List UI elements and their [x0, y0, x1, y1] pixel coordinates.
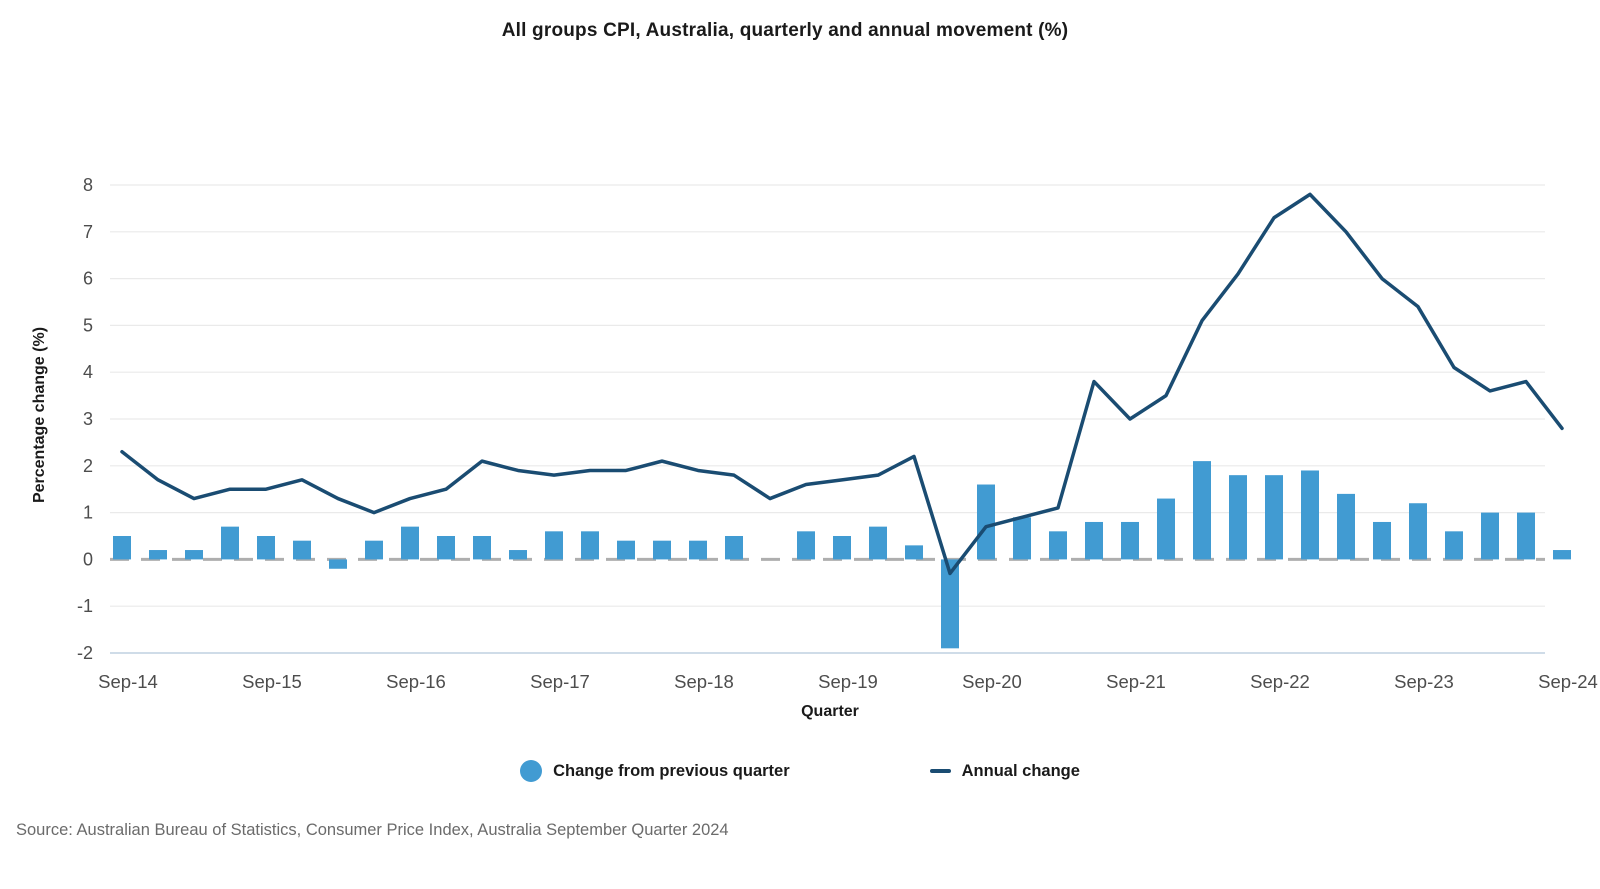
x-tick-label: Sep-18: [674, 671, 734, 692]
y-tick-label: 7: [83, 222, 93, 242]
cpi-chart-plot-area: -2 -1 0 1 2 3 4 5 6 7 8 Sep-14 Sep-15 Sep-16 Sep-17 Sep…: [77, 175, 1598, 692]
quarterly-change-bar: [905, 545, 923, 560]
quarterly-change-bar: [941, 559, 959, 649]
legend-label-quarterly: Change from previous quarter: [553, 761, 790, 780]
quarterly-change-bar: [581, 531, 599, 560]
y-tick-label: 4: [83, 362, 93, 382]
quarterly-change-bar: [725, 536, 743, 560]
quarterly-change-bar: [1517, 512, 1535, 560]
chart-legend: Change from previous quarter Annual chan…: [0, 760, 1600, 782]
quarterly-change-bar: [437, 536, 455, 560]
y-tick-label: 5: [83, 315, 93, 335]
annual-change-line: [120, 192, 1564, 576]
quarterly-change-bar: [293, 540, 311, 560]
x-tick-label: Sep-14: [98, 671, 158, 692]
x-tick-label: Sep-16: [386, 671, 446, 692]
quarterly-change-bar: [1445, 531, 1463, 560]
y-tick-label: 3: [83, 409, 93, 429]
x-tick-label: Sep-15: [242, 671, 302, 692]
x-tick-label: Sep-20: [962, 671, 1022, 692]
quarterly-change-bar: [221, 526, 239, 560]
quarterly-change-bar: [797, 531, 815, 560]
quarterly-change-bar: [617, 540, 635, 560]
quarterly-change-bar: [1085, 521, 1103, 560]
quarterly-change-bar: [545, 531, 563, 560]
quarterly-change-bar: [1337, 493, 1355, 560]
quarterly-change-bar: [149, 550, 167, 560]
quarterly-change-bar: [1409, 503, 1427, 560]
y-tick-label: -2: [77, 643, 93, 663]
x-tick-label: Sep-19: [818, 671, 878, 692]
x-tick-label: Sep-23: [1394, 671, 1454, 692]
x-tick-label: Sep-22: [1250, 671, 1310, 692]
legend-item-annual: Annual change: [929, 761, 1080, 781]
y-tick-label: 6: [83, 269, 93, 289]
x-tick-label: Sep-17: [530, 671, 590, 692]
y-tick-label: 0: [83, 549, 93, 569]
quarterly-change-bar: [1157, 498, 1175, 560]
x-tick-label: Sep-24: [1538, 671, 1598, 692]
quarterly-change-bar: [1553, 550, 1571, 560]
x-axis-title: Quarter: [801, 703, 859, 720]
quarterly-change-bar: [833, 536, 851, 560]
y-tick-label: 2: [83, 456, 93, 476]
quarterly-change-bar: [869, 526, 887, 560]
quarterly-series-marker-icon: [520, 760, 543, 782]
quarterly-change-bar: [1229, 475, 1247, 560]
quarterly-change-bar: [653, 540, 671, 560]
quarterly-change-bar: [185, 550, 203, 560]
quarterly-change-bar: [1049, 531, 1067, 560]
y-tick-label: 1: [83, 503, 93, 523]
quarterly-change-bar: [113, 536, 131, 560]
quarterly-change-bar: [1121, 521, 1139, 560]
quarterly-change-bar: [401, 526, 419, 560]
quarterly-change-bar: [473, 536, 491, 560]
legend-item-quarterly: Change from previous quarter: [520, 760, 790, 782]
quarterly-change-bar: [1265, 475, 1283, 560]
quarterly-change-bar: [1013, 517, 1031, 560]
quarterly-change-bar: [365, 540, 383, 560]
quarterly-change-bar: [1373, 521, 1391, 560]
annual-series-marker-icon: [929, 769, 951, 773]
legend-label-annual: Annual change: [961, 761, 1080, 780]
quarterly-change-bar: [977, 484, 995, 560]
source-note: Source: Australian Bureau of Statistics,…: [16, 821, 729, 839]
quarterly-change-bar: [257, 536, 275, 560]
quarterly-change-bar: [689, 540, 707, 560]
x-tick-label: Sep-21: [1106, 671, 1166, 692]
quarterly-change-bar: [1301, 470, 1319, 560]
quarterly-change-bar: [329, 559, 347, 569]
quarterly-change-bar: [509, 550, 527, 560]
quarterly-change-bar: [1481, 512, 1499, 560]
chart-title: All groups CPI, Australia, quarterly and…: [501, 20, 1069, 41]
y-tick-label: -1: [77, 596, 93, 616]
y-tick-label: 8: [83, 175, 93, 195]
quarterly-change-bar: [1193, 461, 1211, 560]
